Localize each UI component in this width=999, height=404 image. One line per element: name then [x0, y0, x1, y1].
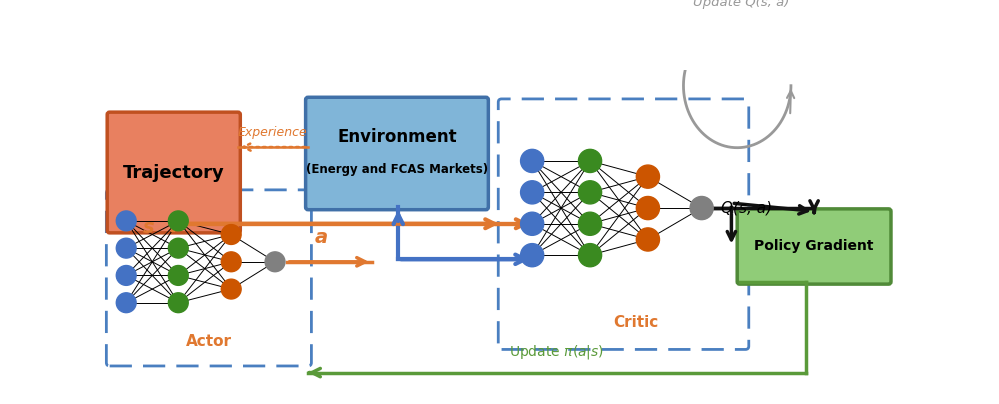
Circle shape [520, 212, 543, 236]
Circle shape [169, 265, 188, 285]
Circle shape [578, 212, 601, 236]
Circle shape [636, 196, 659, 220]
Circle shape [636, 228, 659, 251]
Circle shape [116, 293, 136, 313]
Circle shape [520, 149, 543, 173]
Circle shape [222, 279, 241, 299]
Text: Trajectory: Trajectory [123, 164, 225, 181]
Text: Policy Gradient: Policy Gradient [754, 240, 874, 253]
FancyBboxPatch shape [499, 99, 749, 349]
Circle shape [169, 293, 188, 313]
Text: Actor: Actor [186, 335, 232, 349]
FancyBboxPatch shape [306, 97, 489, 210]
Text: Environment: Environment [338, 128, 457, 146]
FancyBboxPatch shape [107, 112, 241, 233]
Text: (Energy and FCAS Markets): (Energy and FCAS Markets) [306, 163, 489, 176]
Text: Critic: Critic [613, 316, 658, 330]
FancyBboxPatch shape [106, 190, 312, 366]
Text: Q(s, a): Q(s, a) [720, 200, 772, 216]
Circle shape [520, 244, 543, 267]
Circle shape [690, 196, 713, 220]
FancyBboxPatch shape [737, 209, 891, 284]
Text: Update $\pi(a|s)$: Update $\pi(a|s)$ [509, 343, 604, 361]
Circle shape [222, 225, 241, 244]
Text: a: a [315, 228, 328, 247]
Circle shape [520, 181, 543, 204]
Circle shape [116, 211, 136, 231]
Circle shape [578, 181, 601, 204]
Circle shape [169, 211, 188, 231]
Circle shape [578, 149, 601, 173]
Circle shape [169, 238, 188, 258]
Circle shape [222, 252, 241, 272]
Circle shape [116, 265, 136, 285]
Text: Update Q(s, a): Update Q(s, a) [693, 0, 789, 9]
Text: s: s [143, 218, 154, 237]
Circle shape [636, 165, 659, 188]
Circle shape [116, 238, 136, 258]
Circle shape [265, 252, 285, 272]
Circle shape [578, 244, 601, 267]
Text: Experience: Experience [238, 126, 308, 139]
